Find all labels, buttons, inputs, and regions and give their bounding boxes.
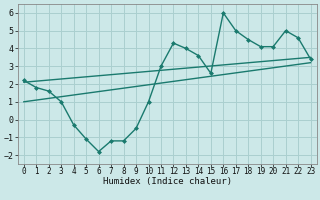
X-axis label: Humidex (Indice chaleur): Humidex (Indice chaleur) [103,177,232,186]
